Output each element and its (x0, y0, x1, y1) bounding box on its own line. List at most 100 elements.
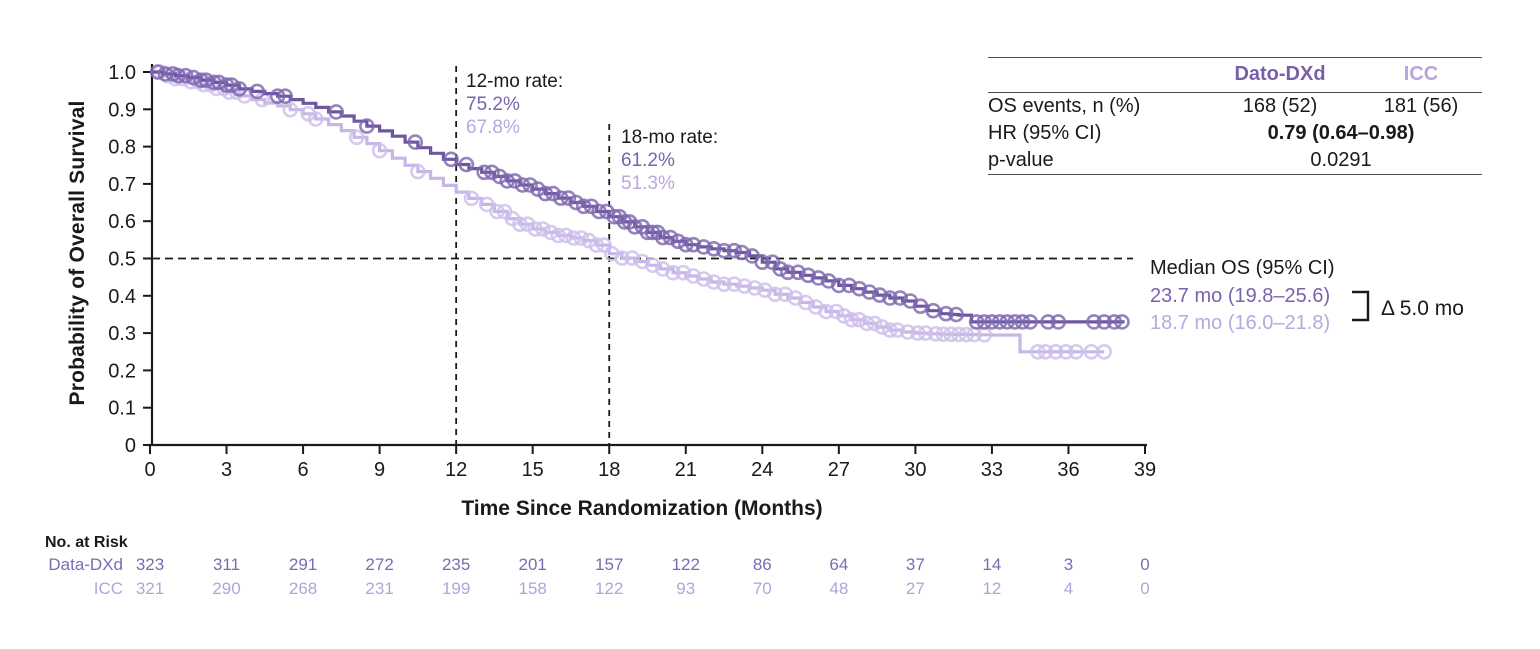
censor-mark-dato-dxd (249, 83, 266, 100)
rate-12mo-annotation: 12-mo rate: 75.2% 67.8% (466, 70, 563, 139)
censor-mark-icc (695, 271, 712, 287)
risk-row-label-icc: ICC (93, 579, 123, 598)
censor-mark-dato-dxd (1007, 314, 1023, 330)
y-tick-label: 0.4 (108, 286, 136, 308)
censor-mark-dato-dxd (861, 284, 878, 300)
risk-table-title: No. at Risk (45, 534, 128, 551)
censor-mark-dato-dxd (458, 156, 475, 173)
censor-mark-icc (512, 216, 528, 232)
x-tick-label: 9 (374, 459, 385, 481)
stats-header-icc: ICC (1403, 63, 1439, 85)
censor-mark-icc (935, 326, 952, 343)
censor-mark-dato-dxd (984, 314, 1000, 330)
x-tick-label: 21 (675, 459, 697, 481)
censor-mark-dato-dxd (476, 164, 493, 181)
censor-mark-dato-dxd (506, 173, 523, 189)
censor-mark-dato-dxd (491, 168, 508, 185)
censor-mark-icc (767, 286, 783, 303)
y-tick-label: 0.7 (108, 174, 136, 196)
x-tick-label: 12 (445, 459, 467, 481)
censor-mark-icc (958, 326, 975, 343)
censor-mark-dato-dxd (269, 88, 286, 104)
censor-mark-dato-dxd (626, 219, 643, 235)
x-tick-label: 6 (298, 459, 309, 481)
censor-mark-dato-dxd (670, 233, 686, 250)
censor-mark-icc (614, 250, 630, 266)
censor-mark-icc (828, 303, 845, 320)
censor-mark-icc (527, 221, 544, 237)
censor-mark-icc (565, 230, 582, 246)
rate-18mo-label: 18-mo rate: (621, 127, 719, 148)
censor-mark-dato-dxd (871, 287, 888, 303)
censor-mark-dato-dxd (1040, 314, 1056, 330)
censor-mark-dato-dxd (359, 118, 375, 134)
os-events-icc: 181 (56) (1383, 95, 1459, 117)
censor-mark-dato-dxd (800, 267, 817, 284)
x-tick-label: 24 (751, 459, 773, 481)
median-os-label: Median OS (95% CI) (1150, 257, 1335, 279)
censor-mark-icc (950, 326, 967, 343)
censor-mark-dato-dxd (948, 306, 965, 323)
censor-mark-icc (596, 237, 612, 253)
censor-mark-dato-dxd (1050, 314, 1067, 330)
censor-mark-icc (573, 230, 590, 246)
censor-mark-icc (489, 203, 505, 220)
censor-mark-dato-dxd (522, 177, 538, 193)
censor-mark-icc (348, 129, 365, 146)
censor-mark-dato-dxd (892, 290, 908, 306)
censor-mark-dato-dxd (938, 305, 954, 322)
censor-mark-icc (1047, 343, 1064, 360)
rate-18mo-icc-value: 51.3% (621, 173, 675, 194)
censor-mark-dato-dxd (772, 261, 789, 277)
hr-label: HR (95% CI) (988, 122, 1102, 144)
x-tick-label: 18 (598, 459, 620, 481)
censor-mark-dato-dxd (810, 270, 827, 286)
y-tick-label: 0.5 (108, 249, 136, 271)
stats-row-os-events: OS events, n (%) 168 (52) 181 (56) (988, 93, 1482, 121)
censor-mark-icc (558, 227, 574, 244)
x-tick-label: 15 (522, 459, 544, 481)
censor-mark-icc (874, 319, 891, 335)
censor-mark-icc (580, 232, 597, 249)
pvalue-label: p-value (988, 149, 1054, 171)
censor-mark-icc (550, 227, 567, 244)
pvalue-value: 0.0291 (1310, 149, 1372, 171)
censor-mark-dato-dxd (499, 173, 516, 189)
censor-mark-icc (675, 264, 692, 281)
censor-mark-icc (307, 111, 324, 127)
censor-mark-icc (927, 325, 944, 342)
censor-mark-dato-dxd (976, 314, 993, 330)
censor-mark-icc (535, 221, 551, 237)
censor-mark-dato-dxd (545, 185, 561, 202)
stats-header-dato: Dato-DXd (1234, 63, 1326, 85)
rate-12mo-icc-value: 67.8% (466, 117, 520, 138)
x-tick-label: 27 (828, 459, 850, 481)
x-tick-label: 30 (904, 459, 926, 481)
censor-mark-icc (889, 322, 906, 338)
censor-mark-dato-dxd (677, 236, 694, 253)
censor-mark-dato-dxd (575, 198, 592, 215)
x-tick-label: 3 (221, 459, 232, 481)
censor-mark-dato-dxd (407, 134, 424, 150)
y-tick-label: 0.9 (108, 99, 136, 121)
censor-mark-icc (705, 274, 722, 290)
censor-mark-dato-dxd (560, 190, 577, 206)
censor-mark-dato-dxd (830, 277, 847, 294)
y-tick-label: 0.8 (108, 137, 136, 159)
median-os-dato-value: 23.7 mo (19.8–25.6) (1150, 284, 1331, 307)
censor-mark-dato-dxd (695, 239, 712, 255)
censor-mark-dato-dxd (484, 164, 500, 181)
censor-mark-icc (943, 326, 959, 343)
censor-mark-dato-dxd (841, 277, 857, 294)
censor-mark-dato-dxd (685, 236, 702, 253)
censor-mark-dato-dxd (1022, 314, 1038, 330)
censor-mark-dato-dxd (170, 67, 186, 84)
x-tick-label: 39 (1134, 459, 1156, 481)
censor-mark-dato-dxd (231, 81, 248, 97)
censor-mark-dato-dxd (999, 314, 1016, 330)
y-tick-label: 0.3 (108, 323, 136, 345)
x-tick-label: 36 (1057, 459, 1079, 481)
censor-mark-icc (371, 142, 388, 159)
